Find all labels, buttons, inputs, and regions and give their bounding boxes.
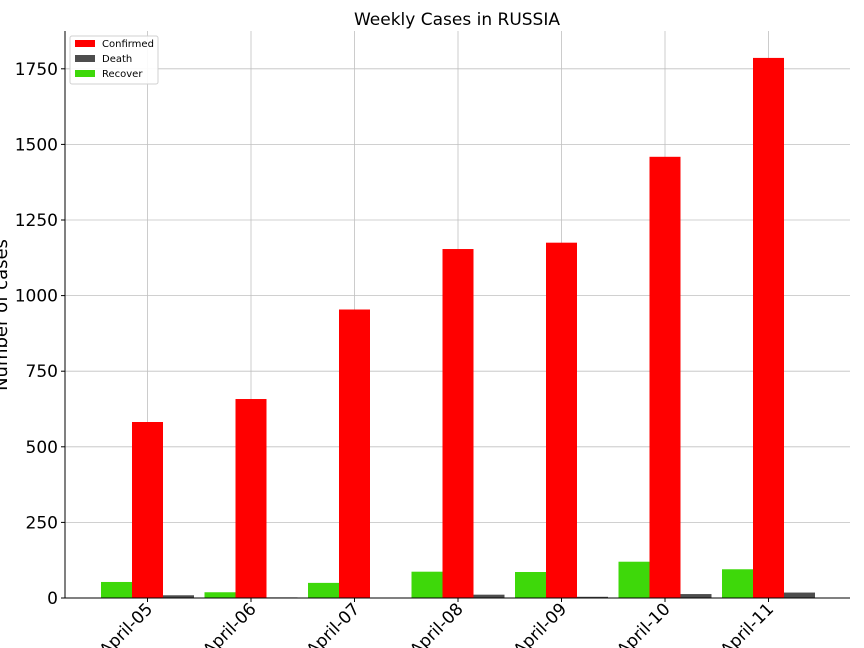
bar-death bbox=[784, 592, 815, 598]
axes bbox=[61, 31, 850, 602]
y-tick-label: 0 bbox=[47, 589, 58, 609]
x-tick-label: April-11 bbox=[717, 599, 778, 648]
legend: Confirmed Death Recover bbox=[69, 35, 159, 85]
legend-swatch bbox=[75, 55, 95, 62]
bar-death bbox=[163, 595, 194, 598]
legend-label: Confirmed bbox=[102, 39, 154, 50]
x-tick-label: April-09 bbox=[510, 599, 571, 648]
bar-recover bbox=[722, 569, 753, 598]
bar-death bbox=[577, 596, 608, 598]
bar-confirmed bbox=[235, 399, 267, 598]
bar-recover bbox=[411, 571, 443, 598]
bar-death bbox=[473, 594, 505, 598]
bar-recover bbox=[618, 561, 650, 598]
x-tick-labels: April-05 April-06 April-07 April-08 April-09… bbox=[96, 599, 778, 648]
legend-swatch bbox=[75, 70, 95, 77]
legend-label: Death bbox=[102, 54, 132, 65]
y-tick-label: 500 bbox=[26, 438, 58, 458]
x-tick-label: April-05 bbox=[96, 599, 157, 648]
bar-confirmed bbox=[442, 249, 474, 598]
bar-recover bbox=[101, 581, 132, 598]
legend-swatch bbox=[75, 40, 95, 47]
bar-confirmed bbox=[753, 57, 784, 599]
chart-title: Weekly Cases in RUSSIA bbox=[354, 10, 560, 30]
y-tick-label: 250 bbox=[26, 513, 58, 533]
y-tick-label: 1750 bbox=[15, 60, 58, 80]
y-tick-label: 1500 bbox=[15, 135, 58, 155]
y-tick-label: 750 bbox=[26, 362, 58, 382]
bars bbox=[101, 57, 815, 599]
x-tick-label: April-10 bbox=[613, 599, 674, 648]
bar-confirmed bbox=[649, 156, 681, 598]
y-axis-label: Number of cases bbox=[0, 239, 12, 391]
legend-label: Recover bbox=[102, 69, 143, 80]
bar-death bbox=[680, 594, 712, 598]
bar-recover bbox=[515, 571, 546, 598]
x-tick-label: April-07 bbox=[303, 599, 364, 648]
bar-recover bbox=[308, 582, 339, 598]
y-tick-labels: 0 250 500 750 1000 1250 1500 1750 bbox=[15, 60, 58, 609]
y-tick-label: 1250 bbox=[15, 211, 58, 231]
x-tick-label: April-08 bbox=[406, 599, 467, 648]
bar-confirmed bbox=[132, 422, 163, 598]
x-tick-label: April-06 bbox=[199, 599, 260, 648]
y-tick-label: 1000 bbox=[15, 287, 58, 307]
bar-confirmed bbox=[546, 242, 577, 598]
bar-confirmed bbox=[339, 309, 370, 598]
bar-recover bbox=[204, 592, 236, 598]
